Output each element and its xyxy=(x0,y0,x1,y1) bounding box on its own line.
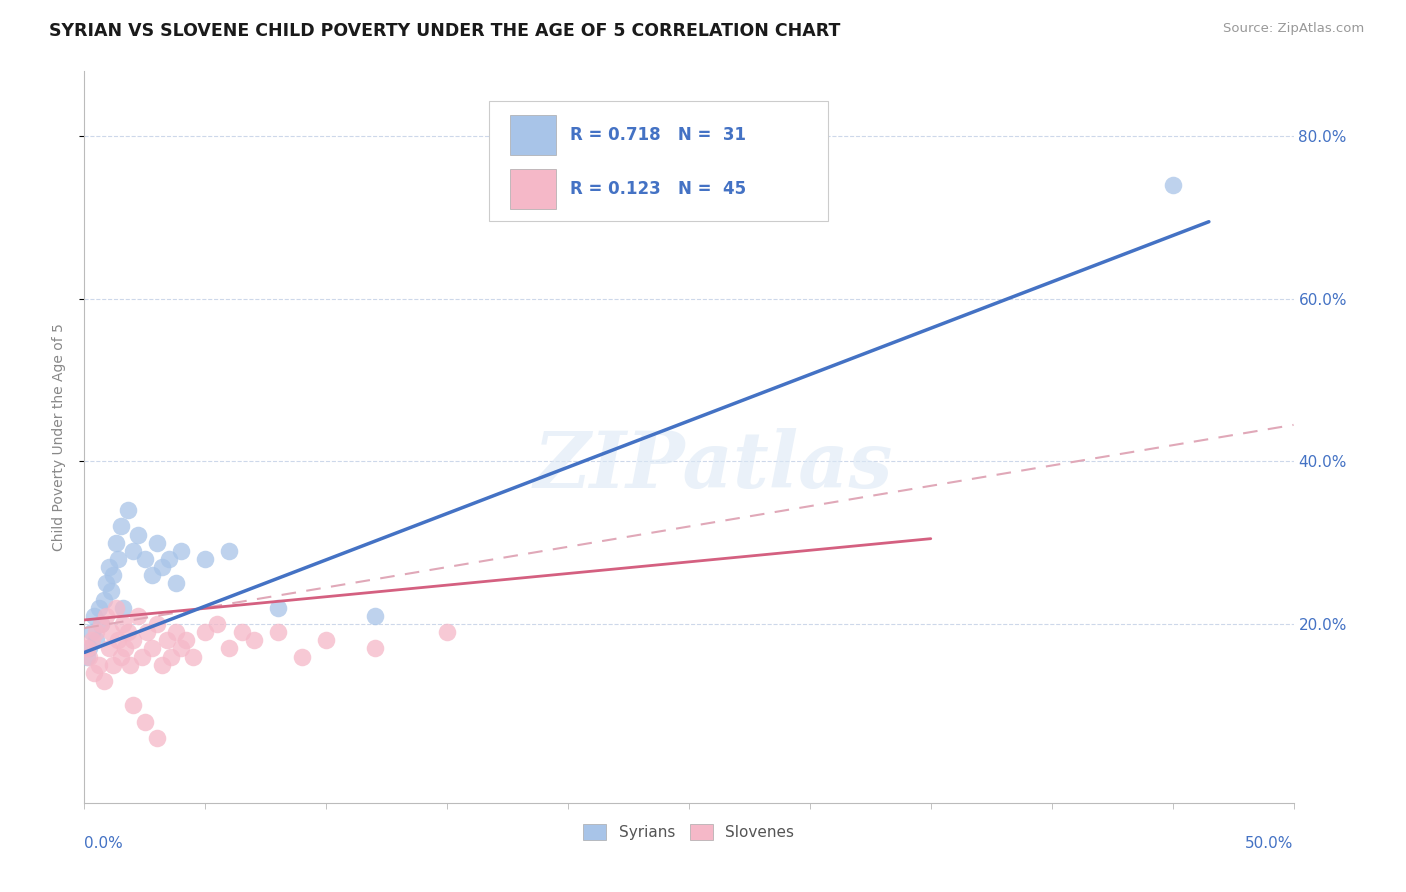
Point xyxy=(218,641,240,656)
Point xyxy=(315,633,337,648)
Point xyxy=(165,576,187,591)
Point xyxy=(231,625,253,640)
Point xyxy=(157,552,180,566)
Point xyxy=(77,649,100,664)
Point xyxy=(207,617,229,632)
Text: ZIPatlas: ZIPatlas xyxy=(533,428,893,505)
Point xyxy=(100,584,122,599)
Point xyxy=(218,544,240,558)
Point xyxy=(136,625,159,640)
Text: Source: ZipAtlas.com: Source: ZipAtlas.com xyxy=(1223,22,1364,36)
Point xyxy=(83,608,105,623)
Point xyxy=(242,633,264,648)
Point xyxy=(104,535,127,549)
Point xyxy=(110,519,132,533)
Point xyxy=(80,625,103,640)
Point xyxy=(146,617,169,632)
Point xyxy=(86,625,108,640)
FancyBboxPatch shape xyxy=(510,115,555,155)
Point xyxy=(1161,178,1184,193)
Point xyxy=(94,576,117,591)
Point xyxy=(267,625,290,640)
Point xyxy=(121,633,143,648)
Point xyxy=(170,544,193,558)
Point xyxy=(194,625,217,640)
Point xyxy=(121,698,143,713)
Point xyxy=(90,617,112,632)
Point xyxy=(267,600,290,615)
Point xyxy=(112,600,135,615)
Point xyxy=(117,625,139,640)
FancyBboxPatch shape xyxy=(510,169,555,209)
Point xyxy=(77,641,100,656)
Text: R = 0.123   N =  45: R = 0.123 N = 45 xyxy=(571,180,747,198)
Point xyxy=(141,641,163,656)
Point xyxy=(121,544,143,558)
Point xyxy=(141,568,163,582)
Point xyxy=(107,633,129,648)
Point xyxy=(87,657,110,672)
Point xyxy=(117,503,139,517)
Point xyxy=(104,600,127,615)
Point xyxy=(127,527,149,541)
Point xyxy=(114,641,136,656)
Point xyxy=(174,633,197,648)
Point xyxy=(134,552,156,566)
Point xyxy=(120,657,142,672)
Point xyxy=(112,617,135,632)
Point xyxy=(155,633,177,648)
Point xyxy=(80,633,103,648)
Point xyxy=(363,641,385,656)
Text: 50.0%: 50.0% xyxy=(1246,836,1294,851)
Point xyxy=(170,641,193,656)
Point xyxy=(83,665,105,680)
Text: R = 0.718   N =  31: R = 0.718 N = 31 xyxy=(571,127,747,145)
Point xyxy=(86,633,108,648)
Point xyxy=(94,608,117,623)
Point xyxy=(194,552,217,566)
Point xyxy=(107,552,129,566)
Point xyxy=(103,568,125,582)
Text: 0.0%: 0.0% xyxy=(84,836,124,851)
Point xyxy=(165,625,187,640)
Point xyxy=(97,641,120,656)
Point xyxy=(436,625,458,640)
Point xyxy=(146,535,169,549)
Point xyxy=(131,649,153,664)
Point xyxy=(97,560,120,574)
Y-axis label: Child Poverty Under the Age of 5: Child Poverty Under the Age of 5 xyxy=(52,323,66,551)
Point xyxy=(160,649,183,664)
Point xyxy=(87,600,110,615)
Point xyxy=(146,731,169,745)
Point xyxy=(110,649,132,664)
Point xyxy=(181,649,204,664)
FancyBboxPatch shape xyxy=(489,101,828,221)
Point xyxy=(363,608,385,623)
Point xyxy=(134,714,156,729)
Legend: Syrians, Slovenes: Syrians, Slovenes xyxy=(578,818,800,847)
Point xyxy=(93,673,115,688)
Point xyxy=(291,649,314,664)
Text: SYRIAN VS SLOVENE CHILD POVERTY UNDER THE AGE OF 5 CORRELATION CHART: SYRIAN VS SLOVENE CHILD POVERTY UNDER TH… xyxy=(49,22,841,40)
Point xyxy=(100,625,122,640)
Point xyxy=(150,560,173,574)
Point xyxy=(76,649,98,664)
Point xyxy=(150,657,173,672)
Point xyxy=(127,608,149,623)
Point xyxy=(76,641,98,656)
Point xyxy=(103,657,125,672)
Point xyxy=(93,592,115,607)
Point xyxy=(90,617,112,632)
